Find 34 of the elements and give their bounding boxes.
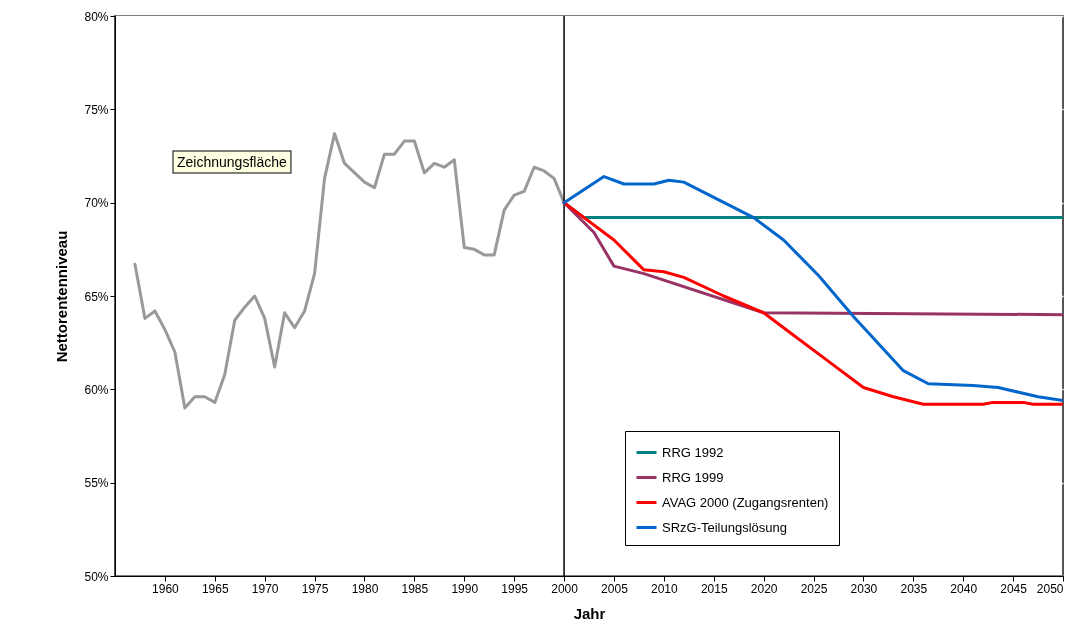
- x-tick-label: 2010: [650, 581, 679, 596]
- y-tick-label: 55%: [84, 476, 109, 491]
- line-series: [133, 132, 566, 410]
- x-tick-label: 2040: [950, 581, 978, 596]
- x-tick-label: 1995: [501, 581, 529, 596]
- x-tick-label: 2025: [800, 581, 828, 596]
- x-tick-label: 2000: [551, 581, 579, 596]
- x-tick-label: 1965: [201, 581, 229, 596]
- x-tick-label: 1980: [351, 581, 379, 596]
- y-tick-label: 50%: [84, 569, 109, 584]
- x-tick-label: 2005: [601, 581, 629, 596]
- legend-label: RRG 1992: [662, 444, 724, 460]
- annotation: Zeichnungsfläche: [177, 154, 287, 170]
- x-tick-label: 2035: [900, 581, 928, 596]
- x-tick-label: 2050: [1036, 581, 1064, 596]
- x-tick-label: 1975: [301, 581, 329, 596]
- legend-label: RRG 1999: [662, 469, 724, 485]
- y-axis-title: Nettorentenniveau: [53, 230, 71, 363]
- y-tick-label: 70%: [84, 196, 109, 211]
- legend-label: SRzG-Teilungslösung: [662, 519, 788, 535]
- x-tick-label: 2020: [750, 581, 778, 596]
- y-tick-label: 60%: [84, 382, 109, 397]
- x-tick-label: 2030: [850, 581, 878, 596]
- y-tick-label: 80%: [84, 9, 109, 24]
- y-tick-label: 65%: [84, 289, 109, 304]
- y-tick-label: 75%: [84, 102, 109, 117]
- x-tick-label: 1970: [251, 581, 279, 596]
- x-axis-title: Jahr: [573, 604, 606, 622]
- x-tick-label: 2015: [700, 581, 728, 596]
- x-tick-label: 1960: [152, 581, 180, 596]
- x-tick-label: 1990: [451, 581, 479, 596]
- x-tick-label: 1985: [401, 581, 429, 596]
- x-tick-label: 2045: [1000, 581, 1028, 596]
- legend-label: AVAG 2000 (Zugangsrenten): [662, 494, 829, 510]
